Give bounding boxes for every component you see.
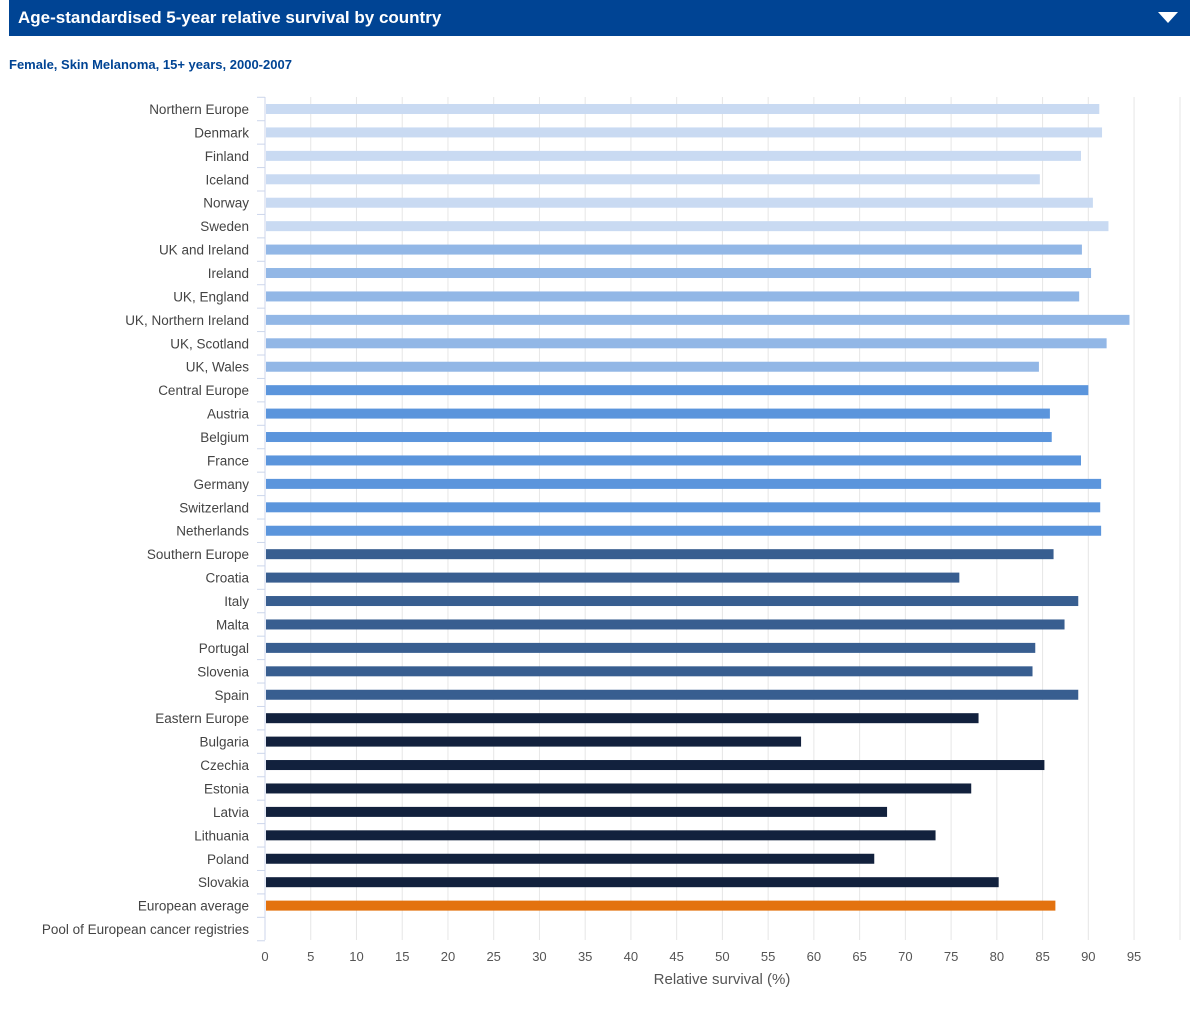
category-label: UK, England [173,289,249,304]
bar [266,713,979,724]
x-tick-label: 45 [669,949,683,964]
category-label: Estonia [204,781,250,796]
bar [266,596,1079,607]
bar [266,174,1040,185]
bar [266,127,1103,138]
bar [266,877,999,888]
bar [266,853,875,864]
x-tick-label: 25 [486,949,500,964]
category-label: Belgium [200,430,249,445]
bar [266,268,1092,279]
bar [266,314,1130,325]
category-label: Northern Europe [149,102,249,117]
x-tick-label: 5 [307,949,314,964]
x-tick-label: 40 [624,949,638,964]
x-tick-label: 75 [944,949,958,964]
bar [266,689,1079,700]
bar [266,736,802,747]
category-label: Denmark [194,125,249,140]
x-tick-label: 65 [852,949,866,964]
category-label: Iceland [205,172,249,187]
category-label: Slovakia [198,875,250,890]
bar [266,408,1050,419]
category-label: Latvia [213,805,250,820]
bar [266,244,1082,255]
x-tick-label: 15 [395,949,409,964]
category-label: Malta [216,617,250,632]
category-label: Bulgaria [199,735,249,750]
bar [266,666,1033,677]
category-label: UK and Ireland [159,243,249,258]
category-label: European average [138,899,249,914]
category-label: Netherlands [176,524,249,539]
x-tick-label: 30 [532,949,546,964]
x-tick-label: 95 [1127,949,1141,964]
bar [266,197,1093,208]
bar [266,150,1082,161]
bar [266,806,888,817]
category-label: Slovenia [197,664,249,679]
x-tick-label: 35 [578,949,592,964]
bar [266,221,1109,232]
x-tick-label: 70 [898,949,912,964]
category-label: Germany [193,477,249,492]
category-label: UK, Wales [186,360,250,375]
category-label: Portugal [199,641,249,656]
category-label: Austria [207,407,250,422]
bar [266,104,1100,114]
category-label: UK, Scotland [170,336,249,351]
category-label: Sweden [200,219,249,234]
category-label: Central Europe [158,383,249,398]
category-label: Poland [207,852,249,867]
x-axis-title: Relative survival (%) [654,971,791,988]
bar [266,549,1054,560]
x-tick-label: 55 [761,949,775,964]
category-label: Lithuania [194,828,249,843]
x-tick-label: 0 [261,949,268,964]
bar [266,291,1080,302]
bar [266,338,1107,349]
bar [266,783,972,794]
category-label: Switzerland [179,500,249,515]
category-label: Czechia [200,758,249,773]
chart-subtitle: Female, Skin Melanoma, 15+ years, 2000-2… [9,57,292,72]
category-label: Spain [214,688,249,703]
chevron-down-icon[interactable] [1158,12,1178,23]
bar [266,361,1039,372]
category-label: Pool of European cancer registries [42,922,249,937]
category-label: Eastern Europe [155,711,249,726]
category-label: France [207,453,249,468]
x-tick-label: 80 [990,949,1004,964]
x-tick-label: 85 [1035,949,1049,964]
bar [266,642,1036,653]
category-label: Croatia [205,571,249,586]
bar [266,478,1102,489]
x-tick-label: 90 [1081,949,1095,964]
category-label: UK, Northern Ireland [125,313,249,328]
section-header[interactable]: Age-standardised 5-year relative surviva… [9,0,1190,36]
x-tick-label: 10 [349,949,363,964]
category-label: Italy [224,594,249,609]
bar [266,572,960,583]
category-label: Finland [205,149,249,164]
bar [266,432,1052,443]
x-tick-label: 20 [441,949,455,964]
bar [266,900,1056,911]
bar [266,619,1065,630]
bar [266,830,936,841]
x-tick-label: 60 [807,949,821,964]
bar [266,455,1082,466]
category-label: Norway [203,196,249,211]
bar [266,760,1045,771]
bar [266,385,1089,396]
bar [266,525,1102,536]
x-tick-label: 50 [715,949,729,964]
bar [266,502,1101,513]
category-label: Southern Europe [147,547,249,562]
category-label: Ireland [208,266,249,281]
section-title: Age-standardised 5-year relative surviva… [18,8,442,27]
